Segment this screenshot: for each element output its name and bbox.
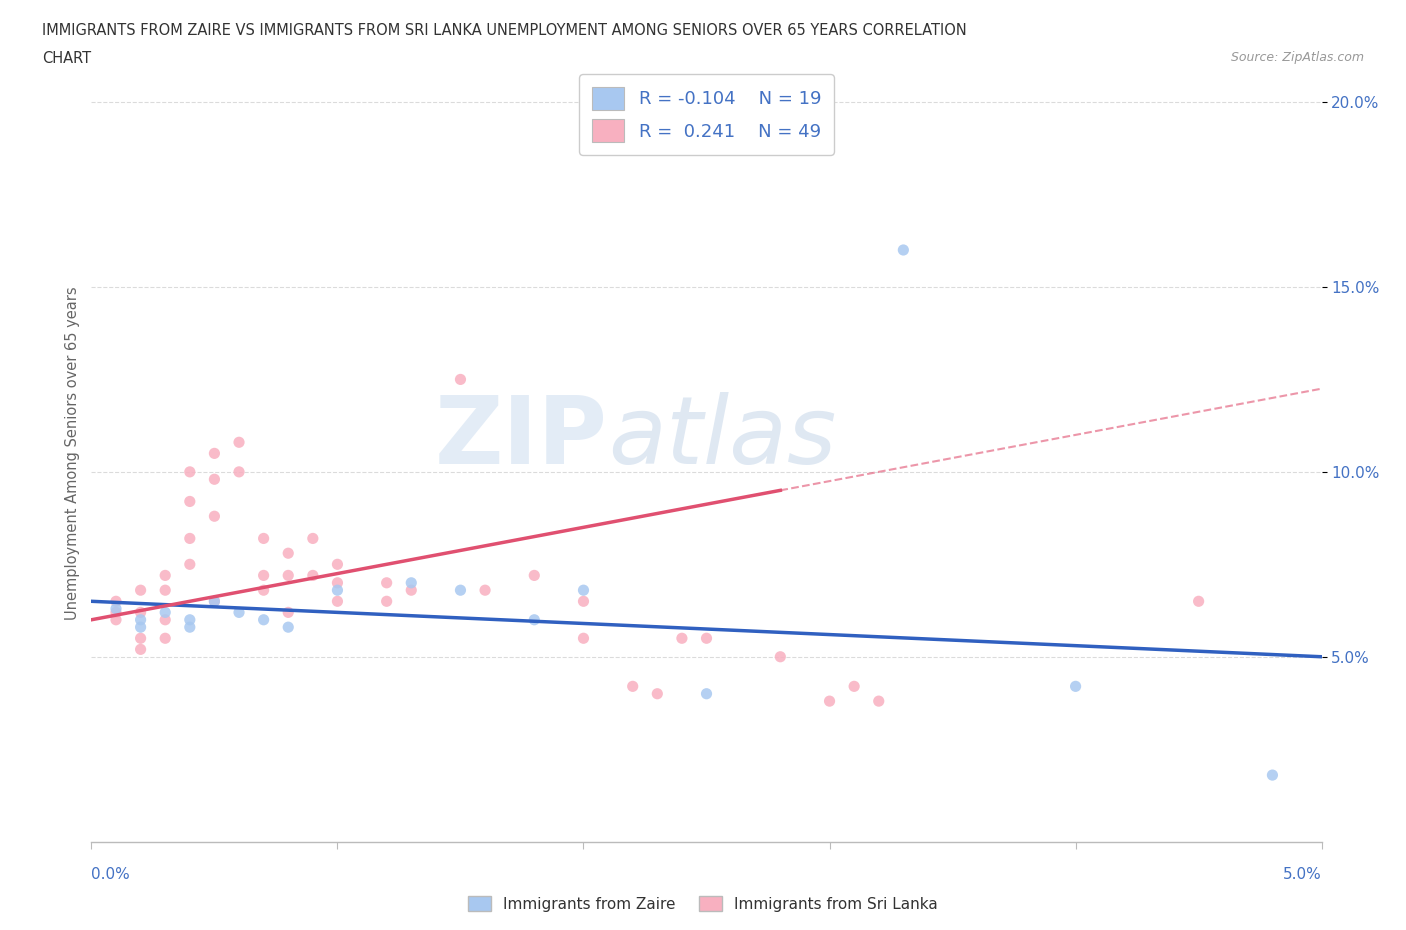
- Text: 5.0%: 5.0%: [1282, 867, 1322, 882]
- Legend: R = -0.104    N = 19, R =  0.241    N = 49: R = -0.104 N = 19, R = 0.241 N = 49: [579, 74, 834, 154]
- Point: [769, 649, 792, 664]
- Point: [253, 612, 276, 627]
- Point: [523, 568, 546, 583]
- Text: ZIP: ZIP: [436, 392, 607, 484]
- Point: [474, 583, 496, 598]
- Point: [129, 604, 152, 619]
- Point: [326, 576, 349, 591]
- Point: [153, 604, 177, 619]
- Point: [375, 576, 398, 591]
- Point: [228, 435, 250, 450]
- Point: [179, 531, 201, 546]
- Point: [105, 602, 127, 617]
- Point: [1187, 594, 1209, 609]
- Point: [891, 243, 914, 258]
- Point: [277, 546, 299, 561]
- Y-axis label: Unemployment Among Seniors over 65 years: Unemployment Among Seniors over 65 years: [65, 286, 80, 620]
- Legend: Immigrants from Zaire, Immigrants from Sri Lanka: Immigrants from Zaire, Immigrants from S…: [463, 889, 943, 918]
- Text: IMMIGRANTS FROM ZAIRE VS IMMIGRANTS FROM SRI LANKA UNEMPLOYMENT AMONG SENIORS OV: IMMIGRANTS FROM ZAIRE VS IMMIGRANTS FROM…: [42, 23, 967, 38]
- Point: [153, 631, 177, 645]
- Point: [202, 472, 225, 486]
- Point: [449, 583, 471, 598]
- Point: [105, 594, 127, 609]
- Point: [277, 619, 299, 634]
- Text: CHART: CHART: [42, 51, 91, 66]
- Point: [399, 583, 422, 598]
- Point: [277, 604, 299, 619]
- Point: [202, 594, 225, 609]
- Point: [153, 568, 177, 583]
- Point: [153, 612, 177, 627]
- Point: [202, 594, 225, 609]
- Point: [572, 631, 595, 645]
- Point: [253, 568, 276, 583]
- Point: [228, 464, 250, 479]
- Point: [326, 594, 349, 609]
- Point: [179, 612, 201, 627]
- Point: [202, 446, 225, 461]
- Point: [842, 679, 865, 694]
- Point: [818, 694, 841, 709]
- Point: [696, 631, 718, 645]
- Point: [301, 531, 323, 546]
- Point: [572, 594, 595, 609]
- Point: [523, 612, 546, 627]
- Point: [153, 583, 177, 598]
- Point: [375, 594, 398, 609]
- Point: [105, 612, 127, 627]
- Point: [1064, 679, 1087, 694]
- Point: [129, 642, 152, 657]
- Point: [621, 679, 644, 694]
- Point: [671, 631, 693, 645]
- Point: [1261, 767, 1284, 782]
- Point: [129, 631, 152, 645]
- Point: [449, 372, 471, 387]
- Text: atlas: atlas: [607, 392, 837, 484]
- Point: [105, 604, 127, 619]
- Point: [179, 494, 201, 509]
- Point: [277, 568, 299, 583]
- Point: [129, 619, 152, 634]
- Point: [399, 576, 422, 591]
- Point: [129, 612, 152, 627]
- Point: [696, 686, 718, 701]
- Text: Source: ZipAtlas.com: Source: ZipAtlas.com: [1230, 51, 1364, 64]
- Point: [301, 568, 323, 583]
- Point: [129, 583, 152, 598]
- Point: [326, 583, 349, 598]
- Point: [202, 509, 225, 524]
- Point: [326, 557, 349, 572]
- Point: [253, 531, 276, 546]
- Point: [228, 604, 250, 619]
- Point: [179, 557, 201, 572]
- Point: [572, 583, 595, 598]
- Text: 0.0%: 0.0%: [91, 867, 131, 882]
- Point: [645, 686, 668, 701]
- Point: [179, 464, 201, 479]
- Point: [253, 583, 276, 598]
- Point: [868, 694, 890, 709]
- Point: [179, 619, 201, 634]
